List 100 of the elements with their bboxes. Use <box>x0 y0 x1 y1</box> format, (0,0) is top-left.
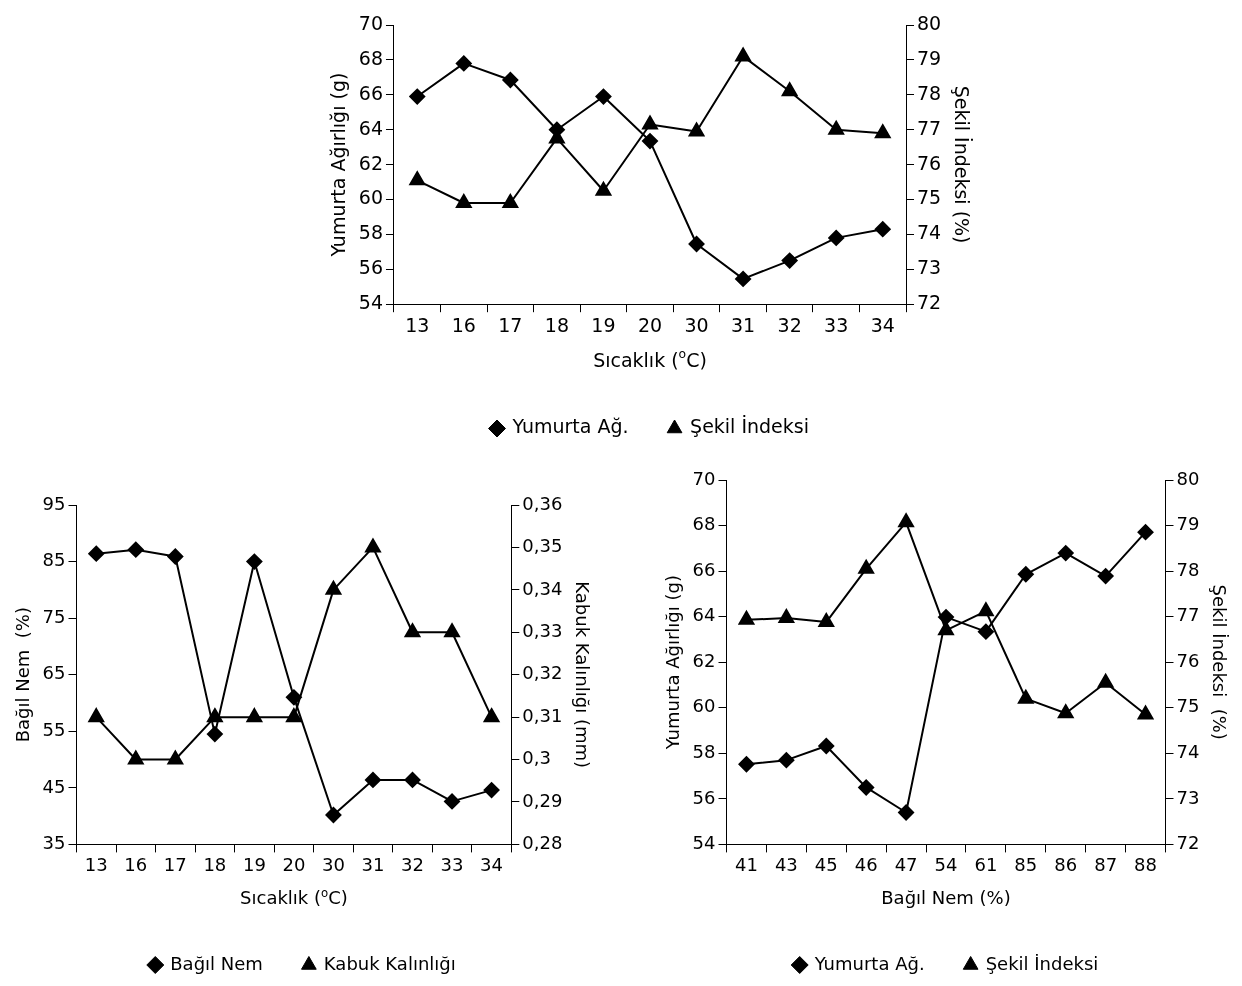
x-tick-label: 13 <box>405 313 430 336</box>
point <box>688 236 705 252</box>
x-tick-label: 61 <box>974 853 998 875</box>
legend-label: Şekil İndeksi <box>985 952 1099 974</box>
x-tick-label: 34 <box>870 313 895 336</box>
point <box>874 124 891 139</box>
y-tick-label: 45 <box>42 775 66 797</box>
point <box>167 548 184 565</box>
x-tick-label: 16 <box>451 313 476 336</box>
point <box>735 47 752 62</box>
y2-tick-label: 77 <box>1176 604 1200 626</box>
point <box>874 221 891 238</box>
y2-tick-label: 78 <box>917 81 942 104</box>
y2-tick-label: 76 <box>1176 649 1200 671</box>
x-tick-label: 88 <box>1134 853 1157 875</box>
point <box>127 541 144 558</box>
y-tick-label: 62 <box>692 649 716 671</box>
point <box>738 756 755 773</box>
point <box>1097 568 1114 585</box>
point <box>502 193 519 208</box>
point <box>738 610 755 625</box>
y-tick-label: 55 <box>42 718 66 740</box>
y2-tick-label: 72 <box>1176 832 1200 854</box>
point <box>828 120 845 135</box>
y-tick-label: 56 <box>358 256 383 279</box>
point <box>977 623 994 640</box>
x-tick-label: 33 <box>824 313 849 336</box>
x-tick-label: 86 <box>1054 853 1078 875</box>
point <box>404 623 421 638</box>
x-tick-label: 20 <box>637 313 663 336</box>
x-tick-label: 13 <box>84 853 108 875</box>
y2-tick-label: 0,31 <box>522 704 563 726</box>
point <box>688 122 705 137</box>
legend-label: Kabuk Kalınlığı <box>323 952 456 974</box>
y-tick-label: 85 <box>42 549 66 571</box>
y-tick-label: 65 <box>42 662 66 684</box>
y2-tick-label: 74 <box>1176 740 1200 762</box>
y-tick-label: 95 <box>42 492 66 514</box>
y-tick-label: 60 <box>358 186 383 209</box>
x-tick-label: 32 <box>401 853 424 875</box>
y-tick-label: 75 <box>42 605 66 627</box>
y2-tick-label: 0,3 <box>522 747 551 769</box>
point <box>502 71 519 88</box>
x-tick-label: 87 <box>1094 853 1118 875</box>
point <box>735 270 752 287</box>
y-tick-label: 58 <box>692 740 716 762</box>
point <box>642 115 658 130</box>
point <box>898 513 915 528</box>
x-tick-label: 30 <box>684 313 709 336</box>
point <box>483 708 500 723</box>
y2-axis-title: Kabuk Kalınlığı (mm) <box>571 581 593 769</box>
y2-tick-label: 75 <box>917 186 942 209</box>
y-tick-label: 35 <box>42 832 66 854</box>
x-tick-label: 31 <box>361 853 385 875</box>
point <box>781 82 798 97</box>
y2-tick-label: 0,29 <box>522 789 563 811</box>
point <box>1137 705 1154 720</box>
x-tick-label: 34 <box>480 853 504 875</box>
x-axis-title: Bağıl Nem (%) <box>881 887 1011 909</box>
point <box>778 609 795 624</box>
y-tick-label: 62 <box>358 151 383 174</box>
point <box>246 553 263 570</box>
x-tick-label: 46 <box>854 853 878 875</box>
point <box>167 750 184 765</box>
point <box>778 752 795 769</box>
y2-tick-label: 78 <box>1176 558 1200 580</box>
point <box>1137 524 1154 541</box>
x-tick-label: 16 <box>124 853 148 875</box>
point <box>642 133 658 150</box>
y-tick-label: 54 <box>692 832 716 854</box>
point <box>364 771 381 788</box>
point <box>409 171 426 186</box>
x-tick-label: 54 <box>934 853 958 875</box>
x-tick-label: 20 <box>282 853 306 875</box>
x-tick-label: 18 <box>203 853 227 875</box>
y-tick-label: 70 <box>692 467 716 489</box>
x-tick-label: 41 <box>735 853 758 875</box>
y-axis-title: Bağıl Nem (%) <box>12 607 34 743</box>
x-tick-label: 85 <box>1014 853 1038 875</box>
y2-tick-label: 76 <box>917 151 942 174</box>
y-axis-title: Yumurta Ağırlığı (g) <box>327 72 350 258</box>
y2-tick-label: 73 <box>917 256 942 279</box>
x-tick-label: 30 <box>321 853 345 875</box>
y2-tick-label: 0,35 <box>522 535 563 557</box>
y2-tick-label: 72 <box>917 291 942 314</box>
y-tick-label: 68 <box>358 46 383 69</box>
y2-axis-title: Şekil İndeksi (%) <box>950 85 973 244</box>
point <box>444 623 460 638</box>
point <box>483 782 500 799</box>
x-tick-label: 33 <box>440 853 464 875</box>
point <box>88 545 105 562</box>
y2-tick-label: 75 <box>1176 695 1200 717</box>
y-tick-label: 58 <box>358 221 383 244</box>
x-tick-label: 18 <box>544 313 569 336</box>
point <box>455 55 472 72</box>
point <box>595 181 612 196</box>
y-tick-label: 70 <box>358 11 383 34</box>
point <box>444 793 461 810</box>
y2-axis-title: Şekil İndeksi (%) <box>1208 584 1230 740</box>
y2-tick-label: 80 <box>1176 467 1200 489</box>
